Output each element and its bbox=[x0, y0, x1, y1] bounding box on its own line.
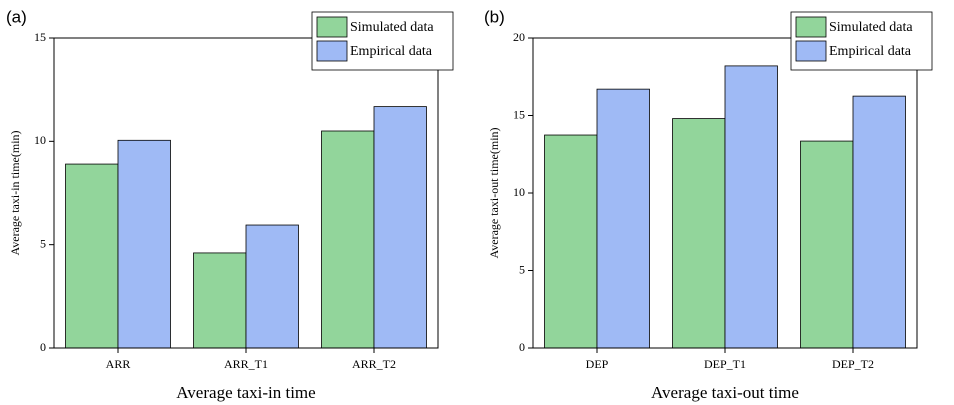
panel-label: (b) bbox=[484, 7, 505, 26]
x-tick-label: ARR_T2 bbox=[352, 357, 396, 371]
bar bbox=[672, 118, 726, 349]
bar bbox=[544, 134, 598, 349]
bar bbox=[65, 163, 119, 349]
legend-swatch bbox=[316, 16, 348, 38]
panel-label: (a) bbox=[6, 7, 27, 26]
bar bbox=[852, 95, 906, 349]
bar bbox=[117, 139, 171, 349]
bar bbox=[245, 224, 299, 349]
bar bbox=[321, 130, 375, 349]
y-tick-label: 15 bbox=[34, 30, 46, 44]
x-tick-label: DEP_T2 bbox=[832, 357, 874, 371]
axes-frame bbox=[53, 37, 439, 349]
y-tick-label: 15 bbox=[513, 107, 525, 121]
y-tick-label: 5 bbox=[40, 236, 46, 250]
bar bbox=[596, 88, 650, 349]
y-tick-label: 5 bbox=[519, 262, 525, 276]
y-tick-label: 10 bbox=[34, 133, 46, 147]
bar bbox=[373, 106, 427, 349]
bar bbox=[193, 252, 247, 349]
legend-swatch bbox=[316, 40, 348, 62]
x-tick-label: DEP bbox=[586, 357, 609, 371]
legend-swatch bbox=[795, 40, 827, 62]
y-tick-label: 0 bbox=[519, 340, 525, 354]
legend-label: Empirical data bbox=[350, 44, 433, 59]
y-tick-label: 10 bbox=[513, 185, 525, 199]
x-axis-title: Average taxi-out time bbox=[651, 383, 799, 402]
legend-label: Empirical data bbox=[829, 44, 912, 59]
y-axis-title: Average taxi-out time(min) bbox=[487, 127, 501, 258]
x-tick-label: ARR_T1 bbox=[224, 357, 268, 371]
y-tick-label: 20 bbox=[513, 30, 525, 44]
axes-frame bbox=[532, 37, 918, 349]
y-tick-label: 0 bbox=[40, 340, 46, 354]
y-axis-title: Average taxi-in time(min) bbox=[8, 130, 22, 255]
legend-label: Simulated data bbox=[829, 20, 913, 35]
bar bbox=[800, 140, 854, 349]
bar bbox=[724, 65, 778, 349]
legend-swatch bbox=[795, 16, 827, 38]
x-tick-label: DEP_T1 bbox=[704, 357, 746, 371]
x-tick-label: ARR bbox=[106, 357, 131, 371]
legend-label: Simulated data bbox=[350, 20, 434, 35]
x-axis-title: Average taxi-in time bbox=[176, 383, 315, 402]
